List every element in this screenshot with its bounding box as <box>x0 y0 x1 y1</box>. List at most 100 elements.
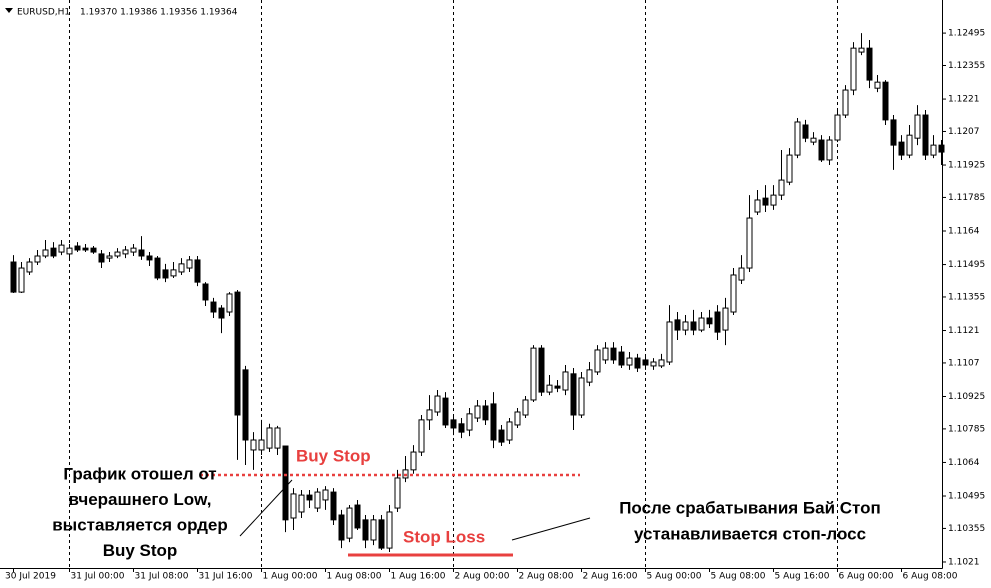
candle-body <box>298 494 305 513</box>
candle-body <box>842 89 849 116</box>
candle-body <box>170 269 177 277</box>
candle-body <box>138 249 145 257</box>
candle-body <box>234 291 241 416</box>
candle-body <box>178 263 185 273</box>
x-tick-label: 6 Aug 00:00 <box>839 572 894 582</box>
y-tick-label: 1.1121 <box>948 326 980 336</box>
candle-body <box>202 283 209 301</box>
candle-body <box>810 137 817 143</box>
y-tick-label: 1.1221 <box>948 95 980 105</box>
candle-body <box>322 489 329 501</box>
x-tick-label: 5 Aug 16:00 <box>775 572 830 582</box>
candle-body <box>482 405 489 421</box>
candle-body <box>314 491 321 509</box>
candle-body <box>370 519 377 541</box>
candle-body <box>698 317 705 331</box>
candle-body <box>58 244 65 253</box>
y-tick-label: 1.12495 <box>948 29 985 39</box>
plot-area <box>10 0 945 568</box>
candle-body <box>426 409 433 421</box>
candle-body <box>530 347 537 401</box>
annotation-line: Buy Stop <box>103 541 178 560</box>
candle-body <box>218 307 225 319</box>
x-tick-label: 30 Jul 2019 <box>5 572 56 582</box>
y-tick-label: 1.10495 <box>948 492 985 502</box>
candle-body <box>186 259 193 269</box>
candle-body <box>74 245 81 251</box>
candle-body <box>778 179 785 196</box>
candle-body <box>514 411 521 426</box>
candle-body <box>114 251 121 257</box>
candle-body <box>762 197 769 206</box>
candle-body <box>210 301 217 313</box>
candle-body <box>922 114 929 156</box>
x-tick-label: 2 Aug 16:00 <box>583 572 638 582</box>
candle-body <box>610 347 617 361</box>
candle-body <box>690 321 697 331</box>
y-tick-label: 1.11785 <box>948 193 985 203</box>
candle-body <box>858 47 865 53</box>
candle-body <box>938 144 945 153</box>
candle-body <box>330 491 337 521</box>
candle-body <box>26 261 33 273</box>
candle-body <box>394 477 401 509</box>
y-tick-label: 1.11355 <box>948 292 985 302</box>
candle-body <box>666 321 673 363</box>
x-tick-label: 5 Aug 08:00 <box>711 572 766 582</box>
candle-body <box>738 267 745 281</box>
candle-body <box>674 319 681 331</box>
candle-body <box>818 139 825 161</box>
pointer-line <box>511 517 591 541</box>
candle-body <box>546 384 553 393</box>
candle-body <box>338 514 345 541</box>
candle-body <box>658 359 665 367</box>
y-tick-label: 1.10355 <box>948 524 985 534</box>
candle-body <box>834 114 841 141</box>
level-label: Buy Stop <box>296 446 371 465</box>
candle-body <box>754 199 761 213</box>
candle-body <box>194 259 201 283</box>
candle-body <box>882 81 889 121</box>
candle-body <box>522 399 529 416</box>
y-tick-label: 1.1164 <box>948 226 980 236</box>
candle-body <box>346 507 353 539</box>
candle-body <box>722 307 729 331</box>
candle-body <box>474 405 481 419</box>
candle-body <box>890 119 897 146</box>
menu-arrow[interactable] <box>5 8 13 13</box>
x-tick-label: 31 Jul 16:00 <box>199 572 253 582</box>
x-tick-label: 1 Aug 16:00 <box>391 572 446 582</box>
candle-body <box>746 217 753 269</box>
y-tick-label: 1.12355 <box>948 61 985 71</box>
candle-body <box>594 349 601 373</box>
candle-body <box>490 403 497 441</box>
candle-body <box>562 371 569 391</box>
candle-body <box>682 321 689 331</box>
candle-body <box>282 445 289 521</box>
x-tick-label: 2 Aug 08:00 <box>519 572 574 582</box>
candle-body <box>378 519 385 549</box>
candle-body <box>906 134 913 156</box>
y-tick-label: 1.11495 <box>948 260 985 270</box>
candle-body <box>602 347 609 361</box>
y-tick-label: 1.11925 <box>948 161 985 171</box>
candle-body <box>434 395 441 413</box>
candle-body <box>106 255 113 259</box>
candle-body <box>154 257 161 279</box>
y-tick-label: 1.10785 <box>948 424 985 434</box>
candle-body <box>570 373 577 416</box>
level-label: Stop Loss <box>403 528 485 547</box>
candle-body <box>418 419 425 453</box>
candle-body <box>242 369 249 441</box>
candle-body <box>266 427 273 449</box>
candle-body <box>146 255 153 261</box>
x-tick-label: 31 Jul 08:00 <box>135 572 189 582</box>
y-tick-label: 1.1021 <box>948 557 980 567</box>
symbol: EURUSD,H1 <box>17 8 70 18</box>
x-tick-label: 31 Jul 00:00 <box>71 572 125 582</box>
candle-body <box>706 317 713 325</box>
candle-body <box>874 81 881 89</box>
y-tick-label: 1.1107 <box>948 358 980 368</box>
candle-body <box>90 247 97 253</box>
